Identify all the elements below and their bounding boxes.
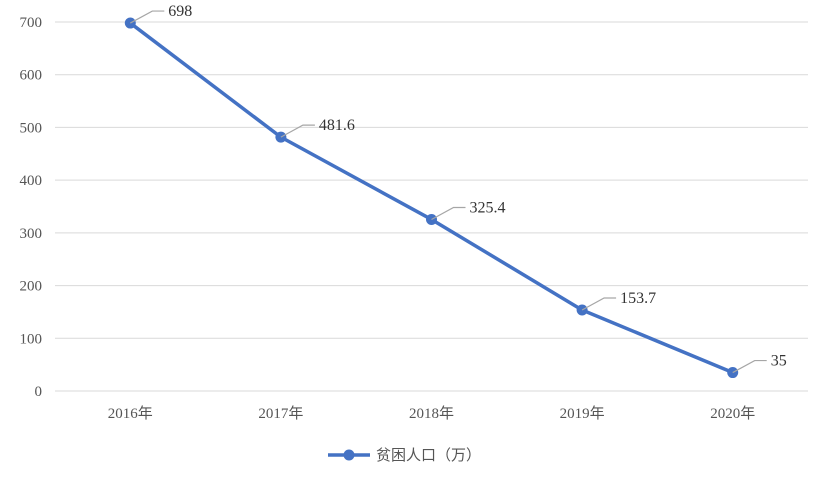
y-tick-label-100: 100 [20,331,43,347]
legend-marker [343,449,355,461]
x-axis-ticks: 2016年 2017年 2018年 2019年 2020年 [108,405,755,422]
leader-line-1 [280,124,315,138]
legend-label: 贫困人口（万） [376,446,481,464]
leader-line-2 [431,206,466,220]
y-tick-label-0: 0 [35,384,43,400]
leader-line-3 [581,297,617,311]
y-tick-label-300: 300 [20,226,43,242]
data-label-3: 153.7 [620,290,656,307]
data-label-2: 325.4 [470,199,506,216]
y-tick-label-400: 400 [20,173,43,189]
data-label-0: 698 [168,3,192,20]
x-tick-label-2: 2018年 [409,405,454,422]
y-tick-label-200: 200 [20,279,43,295]
legend: 贫困人口（万） [328,446,481,464]
gridlines [55,21,808,392]
series-line [129,21,734,375]
x-tick-label-4: 2020年 [710,405,755,422]
y-tick-label-600: 600 [20,68,43,84]
series-group [124,17,739,379]
leader-line-4 [732,359,767,374]
y-tick-label-500: 500 [20,120,43,136]
x-tick-label-1: 2017年 [258,405,303,422]
x-tick-label-3: 2019年 [560,405,605,422]
data-label-1: 481.6 [319,117,355,134]
x-tick-label-0: 2016年 [108,405,153,422]
leader-line-0 [130,10,165,24]
data-label-4: 35 [771,353,787,370]
y-axis-ticks: 0 100 200 300 400 500 600 700 [20,15,43,400]
data-labels: 698 481.6 325.4 153.7 35 [130,3,787,374]
y-tick-label-700: 700 [20,15,43,31]
